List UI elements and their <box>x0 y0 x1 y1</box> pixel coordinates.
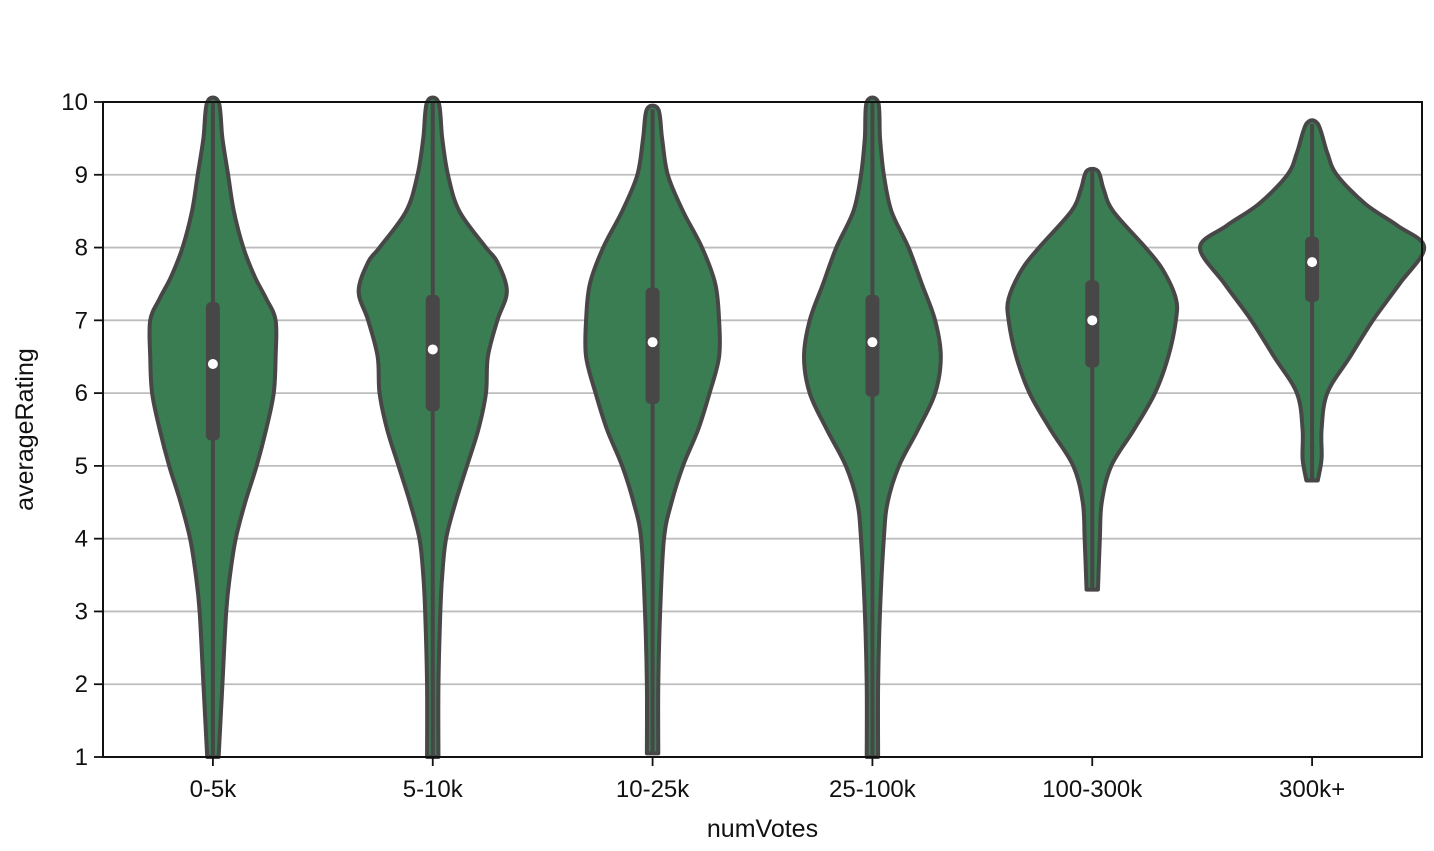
x-tick-label: 25-100k <box>829 776 917 803</box>
violin-median-point <box>867 337 878 348</box>
x-tick-label: 0-5k <box>190 776 238 803</box>
x-tick-label: 5-10k <box>403 776 464 803</box>
violins <box>147 95 1427 759</box>
x-axis-ticks: 0-5k 5-10k 10-25k 25-100k 100-300k 300k+ <box>190 757 1345 803</box>
violin-median-point <box>1087 315 1098 326</box>
violin-iqr-box <box>205 302 220 441</box>
violin-median-point <box>427 344 438 355</box>
x-tick-label: 300k+ <box>1279 776 1345 803</box>
y-tick-label: 9 <box>75 162 88 189</box>
y-axis-label: averageRating <box>11 348 39 511</box>
y-tick-label: 3 <box>75 598 88 625</box>
violin-median-point <box>207 359 218 369</box>
x-tick-label: 100-300k <box>1042 776 1143 803</box>
y-tick-label: 10 <box>61 89 88 116</box>
gridlines <box>103 101 1422 758</box>
y-tick-label: 8 <box>75 235 88 262</box>
y-tick-label: 4 <box>75 526 88 553</box>
y-axis-ticks: 1 2 3 4 5 6 7 8 9 10 <box>61 89 103 771</box>
y-tick-label: 5 <box>75 453 88 480</box>
y-tick-label: 6 <box>75 380 88 407</box>
violin-median-point <box>647 337 658 348</box>
x-axis-label: numVotes <box>707 815 818 843</box>
plot-frame <box>102 101 1423 758</box>
y-tick-label: 2 <box>75 671 88 698</box>
x-tick-label: 10-25k <box>616 776 690 803</box>
violin-median-point <box>1307 257 1318 268</box>
violin-iqr-box <box>1305 236 1320 303</box>
y-tick-label: 7 <box>75 307 88 334</box>
y-tick-label: 1 <box>75 744 88 771</box>
